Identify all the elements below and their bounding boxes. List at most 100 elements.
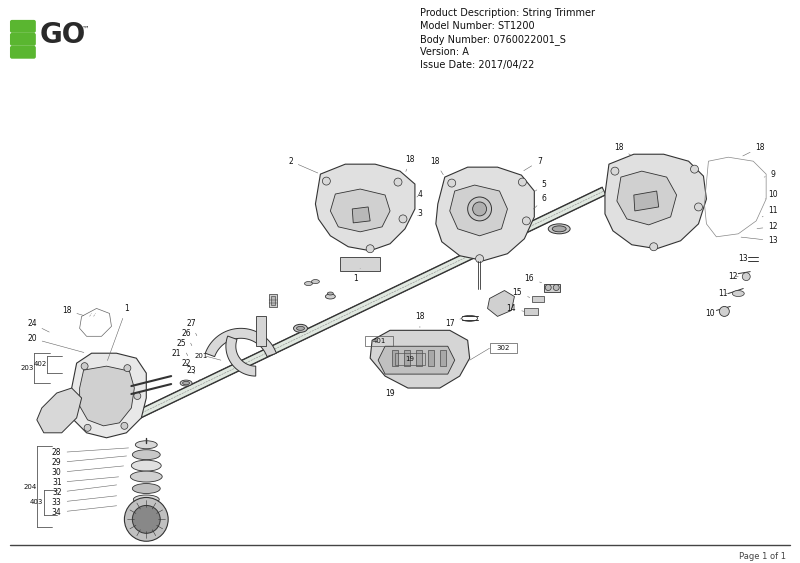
Bar xyxy=(365,336,393,346)
Polygon shape xyxy=(80,366,134,426)
Text: Model Number: ST1200: Model Number: ST1200 xyxy=(420,21,534,31)
FancyBboxPatch shape xyxy=(10,46,36,59)
Ellipse shape xyxy=(182,381,190,385)
Text: 25: 25 xyxy=(176,339,188,356)
Text: 203: 203 xyxy=(20,365,34,371)
Circle shape xyxy=(124,498,168,541)
Text: 18: 18 xyxy=(415,312,425,328)
Text: 302: 302 xyxy=(497,345,510,351)
FancyBboxPatch shape xyxy=(10,20,36,33)
Circle shape xyxy=(121,422,128,430)
Bar xyxy=(524,309,538,315)
Ellipse shape xyxy=(131,460,162,471)
Text: 26: 26 xyxy=(182,329,192,346)
Circle shape xyxy=(650,243,658,251)
Text: 14: 14 xyxy=(506,304,524,313)
Bar xyxy=(544,284,560,292)
Text: 19: 19 xyxy=(406,356,414,362)
Text: 30: 30 xyxy=(52,466,124,477)
Bar xyxy=(532,297,544,302)
Text: 21: 21 xyxy=(171,348,189,366)
Ellipse shape xyxy=(327,292,334,295)
Ellipse shape xyxy=(294,324,307,332)
Ellipse shape xyxy=(305,282,313,285)
Ellipse shape xyxy=(297,327,305,330)
Polygon shape xyxy=(378,346,454,374)
Polygon shape xyxy=(352,207,370,223)
Text: 29: 29 xyxy=(52,456,126,467)
Ellipse shape xyxy=(311,280,319,284)
Circle shape xyxy=(322,177,330,185)
Text: 12: 12 xyxy=(729,272,738,281)
Circle shape xyxy=(518,178,526,186)
Polygon shape xyxy=(256,316,266,346)
Text: Product Description: String Trimmer: Product Description: String Trimmer xyxy=(420,8,595,18)
Bar xyxy=(440,350,446,366)
Text: 32: 32 xyxy=(52,485,117,497)
Circle shape xyxy=(719,306,730,316)
Ellipse shape xyxy=(132,450,160,459)
Ellipse shape xyxy=(732,291,744,297)
Circle shape xyxy=(124,365,131,372)
Ellipse shape xyxy=(180,380,192,386)
Circle shape xyxy=(399,215,407,223)
Polygon shape xyxy=(340,257,380,271)
Bar xyxy=(269,293,277,307)
Text: 9: 9 xyxy=(764,169,775,178)
Polygon shape xyxy=(436,167,534,261)
Text: 18: 18 xyxy=(430,157,443,175)
Polygon shape xyxy=(634,191,658,211)
Circle shape xyxy=(134,392,141,400)
Polygon shape xyxy=(605,154,706,249)
Polygon shape xyxy=(37,388,82,433)
Text: 11: 11 xyxy=(762,207,778,217)
Circle shape xyxy=(611,167,619,175)
Text: 20: 20 xyxy=(27,334,84,352)
Text: 201: 201 xyxy=(194,353,208,359)
Polygon shape xyxy=(370,330,470,388)
Text: 10: 10 xyxy=(706,309,715,318)
Circle shape xyxy=(742,272,750,280)
Text: 6: 6 xyxy=(534,194,546,209)
Text: 18: 18 xyxy=(405,155,414,172)
Circle shape xyxy=(81,363,88,370)
Text: 16: 16 xyxy=(525,274,542,283)
Polygon shape xyxy=(130,187,606,422)
Circle shape xyxy=(522,217,530,225)
Text: 7: 7 xyxy=(524,157,542,171)
Text: 27: 27 xyxy=(186,319,197,336)
Circle shape xyxy=(690,165,698,173)
Polygon shape xyxy=(617,171,677,225)
Text: 5: 5 xyxy=(535,180,546,191)
Text: 34: 34 xyxy=(52,506,117,517)
Bar xyxy=(395,353,425,365)
Text: 22: 22 xyxy=(182,359,194,374)
Circle shape xyxy=(468,197,491,221)
Text: 23: 23 xyxy=(186,365,201,381)
Text: ™: ™ xyxy=(82,25,90,34)
Circle shape xyxy=(694,203,702,211)
Circle shape xyxy=(473,202,486,216)
Bar xyxy=(490,343,518,353)
Text: 1: 1 xyxy=(353,269,360,283)
Polygon shape xyxy=(450,185,507,236)
Text: Page 1 of 1: Page 1 of 1 xyxy=(739,552,786,561)
Text: 401: 401 xyxy=(373,338,386,344)
Text: Body Number: 0760022001_S: Body Number: 0760022001_S xyxy=(420,34,566,44)
Text: 31: 31 xyxy=(52,477,118,487)
Polygon shape xyxy=(206,328,276,356)
Polygon shape xyxy=(315,164,415,251)
Circle shape xyxy=(476,254,483,263)
Circle shape xyxy=(366,245,374,253)
Ellipse shape xyxy=(326,294,335,299)
Polygon shape xyxy=(487,291,514,316)
Text: Issue Date: 2017/04/22: Issue Date: 2017/04/22 xyxy=(420,60,534,70)
Text: Version: A: Version: A xyxy=(420,47,469,57)
Text: 13: 13 xyxy=(738,254,748,263)
Ellipse shape xyxy=(130,471,162,482)
Text: 17: 17 xyxy=(445,319,462,328)
Polygon shape xyxy=(70,353,146,438)
Circle shape xyxy=(132,506,160,533)
Text: 4: 4 xyxy=(417,190,422,199)
Ellipse shape xyxy=(134,495,159,504)
